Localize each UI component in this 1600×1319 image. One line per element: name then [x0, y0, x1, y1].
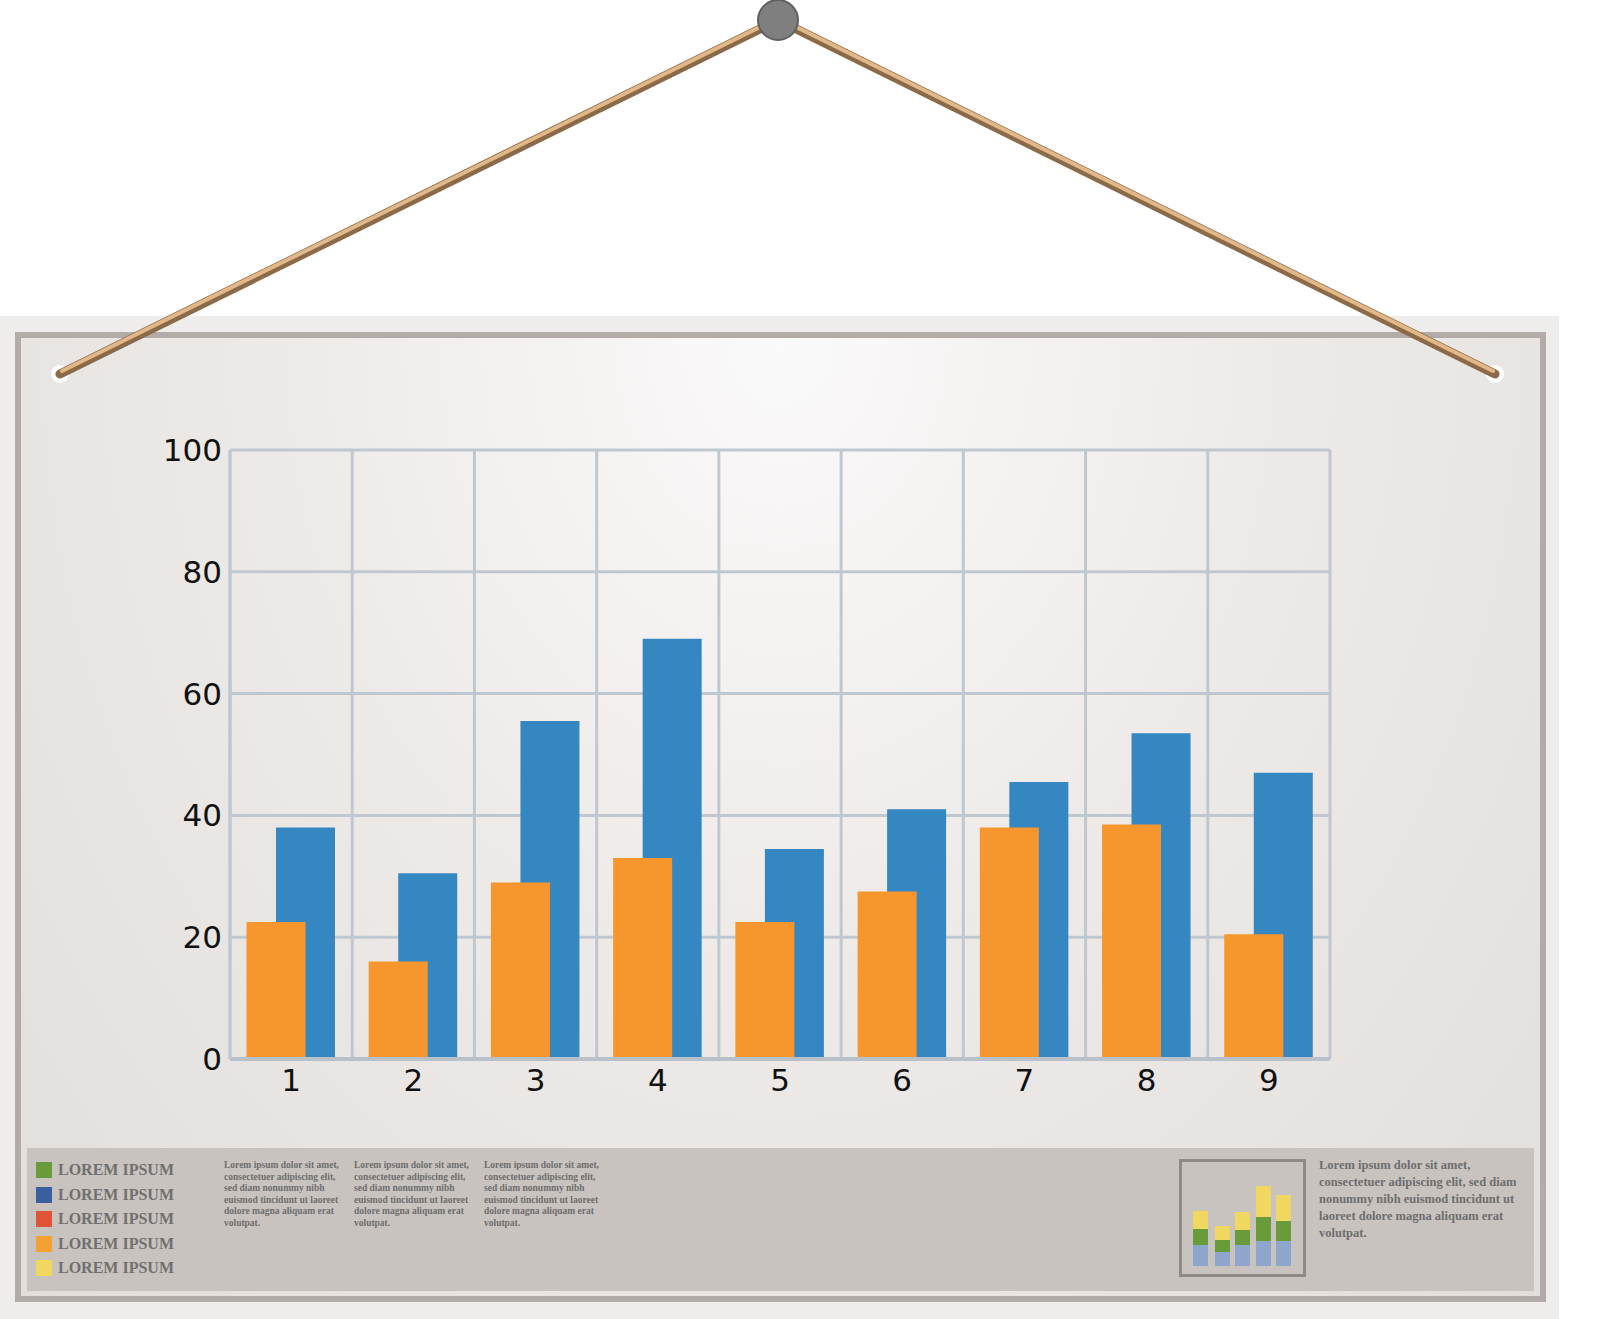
- svg-text:0: 0: [202, 1041, 222, 1077]
- html-text:Lorem ipsum dolor sit amet, co: Lorem ipsum dolor sit amet, consectetuer…: [354, 1160, 469, 1228]
- svg-text:3: 3: [526, 1062, 546, 1098]
- html-text:LOREM IPSUM: LOREM IPSUM: [58, 1234, 174, 1252]
- html-text:Lorem ipsum dolor sit amet, co: Lorem ipsum dolor sit amet, consectetuer…: [224, 1160, 339, 1228]
- html-text:Lorem ipsum dolor sit amet, co: Lorem ipsum dolor sit amet, consectetuer…: [484, 1160, 599, 1228]
- svg-text:60: 60: [183, 676, 222, 712]
- svg-text:9: 9: [1259, 1062, 1279, 1098]
- html-text:LOREM IPSUM: LOREM IPSUM: [58, 1259, 174, 1276]
- svg-text:4: 4: [648, 1062, 668, 1098]
- svg-text:5: 5: [770, 1062, 790, 1098]
- html-text:LOREM IPSUM: LOREM IPSUM: [58, 1161, 174, 1178]
- svg-text:100: 100: [163, 432, 222, 468]
- svg-text:40: 40: [183, 797, 222, 833]
- svg-text:20: 20: [183, 919, 222, 955]
- html-text:Lorem ipsum dolor sit amet, co: Lorem ipsum dolor sit amet, consectetuer…: [1319, 1158, 1517, 1240]
- html-text:LOREM IPSUM: LOREM IPSUM: [58, 1210, 174, 1227]
- svg-text:1: 1: [281, 1062, 301, 1098]
- svg-text:2: 2: [403, 1062, 423, 1098]
- svg-text:8: 8: [1137, 1062, 1157, 1098]
- svg-text:7: 7: [1015, 1062, 1035, 1098]
- html-text:LOREM IPSUM: LOREM IPSUM: [58, 1185, 174, 1203]
- svg-text:80: 80: [183, 554, 222, 590]
- svg-text:6: 6: [892, 1062, 912, 1098]
